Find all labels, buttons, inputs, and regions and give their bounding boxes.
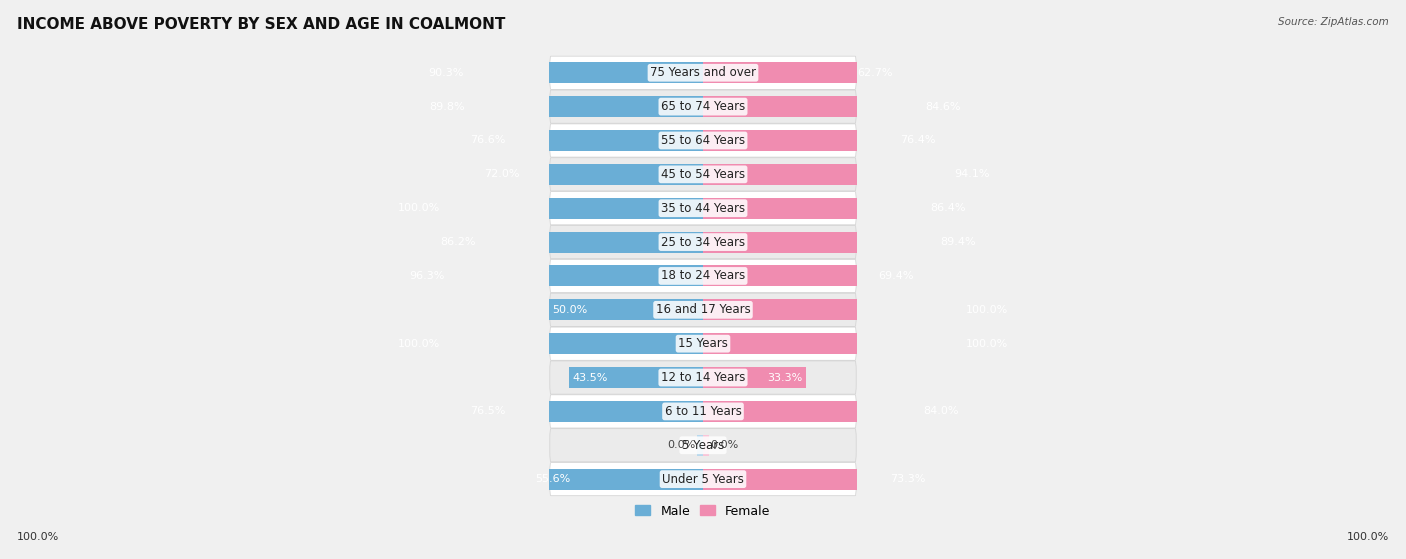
FancyBboxPatch shape — [550, 462, 856, 496]
FancyBboxPatch shape — [550, 429, 856, 462]
Text: 100.0%: 100.0% — [17, 532, 59, 542]
Text: 16 and 17 Years: 16 and 17 Years — [655, 304, 751, 316]
Text: 45 to 54 Years: 45 to 54 Years — [661, 168, 745, 181]
Text: 90.3%: 90.3% — [427, 68, 463, 78]
Bar — [395, 333, 703, 354]
Text: 76.4%: 76.4% — [900, 135, 935, 145]
Text: 0.0%: 0.0% — [666, 440, 696, 450]
Text: 73.3%: 73.3% — [890, 474, 925, 484]
Text: Source: ZipAtlas.com: Source: ZipAtlas.com — [1278, 17, 1389, 27]
Bar — [703, 266, 917, 286]
Text: 100.0%: 100.0% — [966, 305, 1008, 315]
FancyBboxPatch shape — [550, 90, 856, 123]
FancyBboxPatch shape — [550, 56, 856, 89]
FancyBboxPatch shape — [550, 327, 856, 360]
Bar — [703, 231, 979, 253]
FancyBboxPatch shape — [550, 293, 856, 326]
Legend: Male, Female: Male, Female — [630, 500, 776, 523]
Text: INCOME ABOVE POVERTY BY SEX AND AGE IN COALMONT: INCOME ABOVE POVERTY BY SEX AND AGE IN C… — [17, 17, 505, 32]
Text: 6 to 11 Years: 6 to 11 Years — [665, 405, 741, 418]
FancyBboxPatch shape — [550, 361, 856, 394]
Bar — [703, 164, 993, 185]
Text: 33.3%: 33.3% — [768, 372, 803, 382]
FancyBboxPatch shape — [550, 225, 856, 259]
Text: 0.0%: 0.0% — [710, 440, 740, 450]
Bar — [703, 367, 806, 388]
Text: 76.5%: 76.5% — [471, 406, 506, 416]
Bar — [703, 299, 1011, 320]
Text: 96.3%: 96.3% — [409, 271, 444, 281]
Text: 84.0%: 84.0% — [924, 406, 959, 416]
Text: 15 Years: 15 Years — [678, 337, 728, 350]
Bar — [395, 198, 703, 219]
Text: 43.5%: 43.5% — [572, 372, 607, 382]
Text: 69.4%: 69.4% — [879, 271, 914, 281]
Text: 76.6%: 76.6% — [470, 135, 505, 145]
Text: 86.4%: 86.4% — [931, 203, 966, 213]
Bar — [703, 468, 929, 490]
Text: 89.8%: 89.8% — [429, 102, 465, 112]
Text: 5 Years: 5 Years — [682, 439, 724, 452]
Bar — [548, 299, 703, 320]
Bar — [703, 435, 709, 456]
Bar — [531, 468, 703, 490]
Text: 62.7%: 62.7% — [858, 68, 893, 78]
Text: 100.0%: 100.0% — [966, 339, 1008, 349]
Text: 89.4%: 89.4% — [939, 237, 976, 247]
Bar — [697, 435, 703, 456]
Bar — [569, 367, 703, 388]
Text: 100.0%: 100.0% — [398, 339, 440, 349]
FancyBboxPatch shape — [550, 259, 856, 292]
Bar — [425, 62, 703, 83]
Bar — [703, 96, 963, 117]
Text: 94.1%: 94.1% — [955, 169, 990, 179]
Bar — [703, 62, 896, 83]
Text: 84.6%: 84.6% — [925, 102, 960, 112]
Text: 100.0%: 100.0% — [398, 203, 440, 213]
Text: 25 to 34 Years: 25 to 34 Years — [661, 235, 745, 249]
Bar — [467, 401, 703, 422]
FancyBboxPatch shape — [550, 192, 856, 225]
Bar — [426, 96, 703, 117]
Bar — [467, 130, 703, 151]
Text: Under 5 Years: Under 5 Years — [662, 472, 744, 486]
FancyBboxPatch shape — [550, 124, 856, 157]
Text: 18 to 24 Years: 18 to 24 Years — [661, 269, 745, 282]
Text: 86.2%: 86.2% — [440, 237, 477, 247]
Bar — [703, 401, 962, 422]
Text: 72.0%: 72.0% — [484, 169, 520, 179]
FancyBboxPatch shape — [550, 395, 856, 428]
Text: 75 Years and over: 75 Years and over — [650, 67, 756, 79]
Text: 65 to 74 Years: 65 to 74 Years — [661, 100, 745, 113]
Text: 50.0%: 50.0% — [553, 305, 588, 315]
Text: 35 to 44 Years: 35 to 44 Years — [661, 202, 745, 215]
Bar — [481, 164, 703, 185]
FancyBboxPatch shape — [550, 158, 856, 191]
Bar — [703, 130, 938, 151]
Bar — [703, 333, 1011, 354]
Text: 55 to 64 Years: 55 to 64 Years — [661, 134, 745, 147]
Text: 100.0%: 100.0% — [1347, 532, 1389, 542]
Bar — [406, 266, 703, 286]
Text: 12 to 14 Years: 12 to 14 Years — [661, 371, 745, 384]
Bar — [703, 198, 969, 219]
Bar — [437, 231, 703, 253]
Text: 55.6%: 55.6% — [534, 474, 569, 484]
